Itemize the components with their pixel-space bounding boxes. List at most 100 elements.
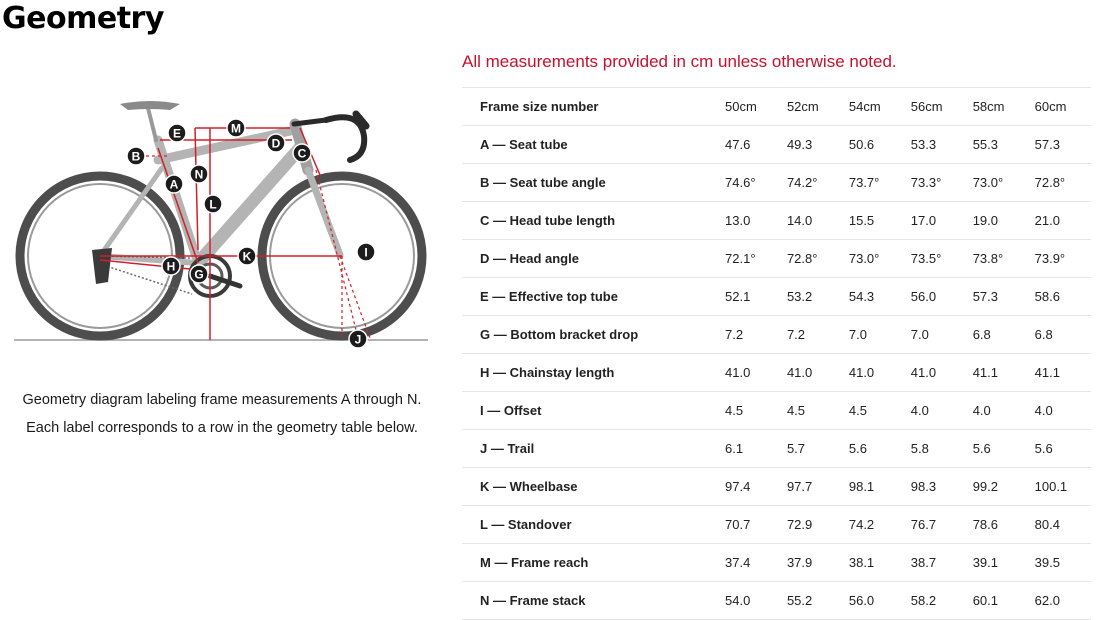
table-cell: 7.2 [786, 315, 849, 354]
table-cell: 41.0 [910, 353, 973, 392]
table-cell: 4.0 [1034, 391, 1091, 430]
table-cell: 5.7 [786, 429, 849, 468]
svg-text:D: D [272, 137, 281, 151]
table-cell: 47.6 [725, 125, 787, 164]
table-cell: 5.6 [1034, 429, 1091, 468]
svg-text:E: E [173, 127, 181, 141]
table-cell: 73.5° [910, 239, 973, 278]
table-cell: 37.9 [786, 543, 849, 582]
table-cell: 54.0 [725, 581, 787, 620]
table-row: M — Frame reach 37.4 37.9 38.1 38.7 39.1 39.5 [462, 543, 1091, 582]
row-label: D — Head angle [462, 239, 726, 278]
table-cell: 4.0 [910, 391, 973, 430]
table-cell: 19.0 [972, 201, 1035, 240]
diagram-caption: Geometry diagram labeling frame measurem… [2, 386, 442, 442]
svg-text:G: G [194, 268, 203, 282]
handlebar [291, 110, 370, 163]
marker-e: E [167, 123, 187, 143]
table-cell: 41.0 [848, 353, 911, 392]
table-cell: 70.7 [725, 505, 787, 544]
table-cell: 14.0 [786, 201, 849, 240]
svg-text:N: N [195, 168, 204, 182]
table-row: H — Chainstay length 41.0 41.0 41.0 41.0 41.1… [462, 353, 1091, 392]
table-cell: 7.0 [848, 315, 911, 354]
row-label: I — Offset [462, 391, 726, 430]
svg-text:I: I [364, 246, 367, 260]
svg-text:J: J [355, 333, 362, 347]
table-cell: 98.1 [848, 467, 911, 506]
page-title: Geometry [2, 1, 164, 36]
table-cell: 17.0 [910, 201, 973, 240]
marker-j: J [348, 329, 368, 349]
table-cell: 73.0° [848, 239, 911, 278]
table-cell: 97.4 [725, 467, 787, 506]
table-cell: 53.3 [910, 125, 973, 164]
svg-text:B: B [132, 150, 141, 164]
table-cell: 37.4 [725, 543, 787, 582]
size-header: 52cm [786, 87, 849, 126]
row-label: M — Frame reach [462, 543, 726, 582]
row-label: E — Effective top tube [462, 277, 726, 316]
marker-a: A [164, 174, 184, 194]
row-label: H — Chainstay length [462, 353, 726, 392]
table-cell: 57.3 [1034, 125, 1091, 164]
row-label: C — Head tube length [462, 201, 726, 240]
table-cell: 73.8° [972, 239, 1035, 278]
table-row: E — Effective top tube 52.1 53.2 54.3 56.0 57… [462, 277, 1091, 316]
table-cell: 80.4 [1034, 505, 1091, 544]
table-cell: 7.2 [725, 315, 787, 354]
marker-d: D [266, 133, 286, 153]
table-cell: 41.1 [972, 353, 1035, 392]
table-row: A — Seat tube 47.6 49.3 50.6 53.3 55.3 57.3 [462, 125, 1091, 164]
svg-text:L: L [209, 198, 216, 212]
row-label: B — Seat tube angle [462, 163, 726, 202]
table-cell: 38.1 [848, 543, 911, 582]
caption-line: Geometry diagram labeling frame measurem… [22, 392, 422, 408]
table-cell: 54.3 [848, 277, 911, 316]
table-row: I — Offset 4.5 4.5 4.5 4.0 4.0 4.0 [462, 391, 1091, 430]
table-cell: 7.0 [910, 315, 973, 354]
table-cell: 41.0 [725, 353, 787, 392]
table-row: K — Wheelbase 97.4 97.7 98.1 98.3 99.2 100.1 [462, 467, 1091, 506]
marker-g: G [189, 264, 209, 284]
table-row: N — Frame stack 54.0 55.2 56.0 58.2 60.1 62.0 [462, 581, 1091, 620]
table-cell: 72.9 [786, 505, 849, 544]
size-header: 54cm [848, 87, 911, 126]
table-row: C — Head tube length 13.0 14.0 15.5 17.0 19.0… [462, 201, 1091, 240]
table-cell: 72.8° [1034, 163, 1091, 202]
table-cell: 73.0° [972, 163, 1035, 202]
table-cell: 21.0 [1034, 201, 1091, 240]
table-cell: 4.5 [786, 391, 849, 430]
marker-i: I [356, 242, 376, 262]
table-cell: 76.7 [910, 505, 973, 544]
size-header: 60cm [1034, 87, 1091, 126]
table-cell: 97.7 [786, 467, 849, 506]
table-cell: 55.2 [786, 581, 849, 620]
row-label: G — Bottom bracket drop [462, 315, 726, 354]
svg-text:H: H [167, 260, 176, 274]
marker-h: H [161, 256, 181, 276]
table-cell: 6.8 [1034, 315, 1091, 354]
table-cell: 56.0 [910, 277, 973, 316]
row-label: L — Standover [462, 505, 726, 544]
row-label: N — Frame stack [462, 581, 726, 620]
table-cell: 74.2° [786, 163, 849, 202]
marker-b: B [126, 146, 146, 166]
table-cell: 99.2 [972, 467, 1035, 506]
table-row: D — Head angle 72.1° 72.8° 73.0° 73.5° 73.8° 7… [462, 239, 1091, 278]
size-header: 58cm [972, 87, 1035, 126]
marker-m: M [226, 118, 246, 138]
table-cell: 6.8 [972, 315, 1035, 354]
header-label: Frame size number [462, 87, 726, 126]
table-cell: 60.1 [972, 581, 1035, 620]
table-row: L — Standover 70.7 72.9 74.2 76.7 78.6 80.4 [462, 505, 1091, 544]
table-cell: 73.3° [910, 163, 973, 202]
size-header: 50cm [725, 87, 787, 126]
table-cell: 52.1 [725, 277, 787, 316]
caption-line: Each label corresponds to a row in the g… [26, 420, 418, 436]
table-cell: 49.3 [786, 125, 849, 164]
marker-l: L [203, 194, 223, 214]
table-header-row: Frame size number 50cm 52cm 54cm 56cm 58… [462, 87, 1091, 126]
table-cell: 74.6° [725, 163, 787, 202]
units-note: All measurements provided in cm unless o… [462, 52, 897, 71]
